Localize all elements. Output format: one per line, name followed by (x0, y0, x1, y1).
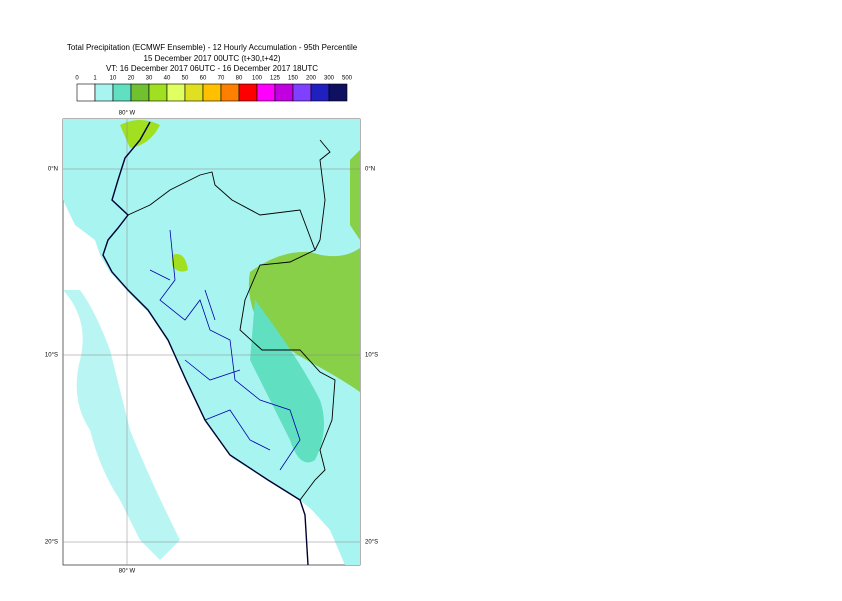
colorbar-swatch (238, 83, 258, 102)
colorbar-swatch (274, 83, 294, 102)
colorbar-swatch (256, 83, 276, 102)
lat-label: 10°S (365, 353, 378, 359)
precip-moderate (120, 120, 160, 148)
valid-time: VT: 16 December 2017 06UTC - 16 December… (106, 64, 318, 73)
precip-light (63, 119, 360, 565)
precip-light (63, 290, 180, 560)
colorbar-label: 30 (146, 76, 153, 82)
run-time: 15 December 2017 00UTC (t+30,t+42) (144, 54, 281, 63)
colorbar-swatch (130, 83, 150, 102)
colorbar-label: 60 (200, 76, 207, 82)
colorbar-label: 100 (252, 76, 263, 82)
lon-label: 80° W (119, 569, 136, 575)
region-border (149, 229, 301, 471)
precip-medium (250, 300, 324, 463)
title: Total Precipitation (ECMWF Ensemble) - 1… (67, 43, 358, 52)
colorbar-label: 10 (110, 76, 117, 82)
colorbar-swatch (76, 83, 96, 102)
colorbar-label: 150 (288, 76, 299, 82)
colorbar: 0 1 10 20 30 40 50 60 70 80 100 125 150 200 300 500 (75, 76, 353, 102)
lat-label: 20°S (365, 540, 378, 546)
colorbar-label: 80 (236, 76, 243, 82)
colorbar-label: 125 (270, 76, 281, 82)
colorbar-swatch (310, 83, 330, 102)
colorbar-label: 0 (75, 76, 79, 82)
map (62, 118, 361, 566)
colorbar-swatch (328, 83, 348, 102)
lat-label: 10°S (45, 353, 58, 359)
lat-label: 0°N (365, 167, 375, 173)
colorbar-swatch (220, 83, 240, 102)
colorbar-label: 50 (182, 76, 189, 82)
lat-label: 0°N (48, 167, 58, 173)
precip-moderate (248, 248, 360, 392)
precip-moderate (350, 150, 360, 240)
colorbar-swatch (184, 83, 204, 102)
colorbar-swatch (148, 83, 168, 102)
colorbar-label: 70 (218, 76, 225, 82)
colorbar-label: 200 (306, 76, 317, 82)
colorbar-label: 40 (164, 76, 171, 82)
colorbar-label: 1 (93, 76, 97, 82)
colorbar-swatch (94, 83, 114, 102)
precip-moderate (172, 254, 188, 272)
lon-label: 80° W (119, 111, 136, 117)
colorbar-label: 300 (324, 76, 335, 82)
coastline (102, 121, 309, 566)
colorbar-swatch (166, 83, 186, 102)
colorbar-swatch (202, 83, 222, 102)
colorbar-swatch (112, 83, 132, 102)
colorbar-swatch (292, 83, 312, 102)
country-border (127, 139, 336, 501)
colorbar-label: 500 (342, 76, 353, 82)
colorbar-label: 20 (128, 76, 135, 82)
lat-label: 20°S (45, 540, 58, 546)
